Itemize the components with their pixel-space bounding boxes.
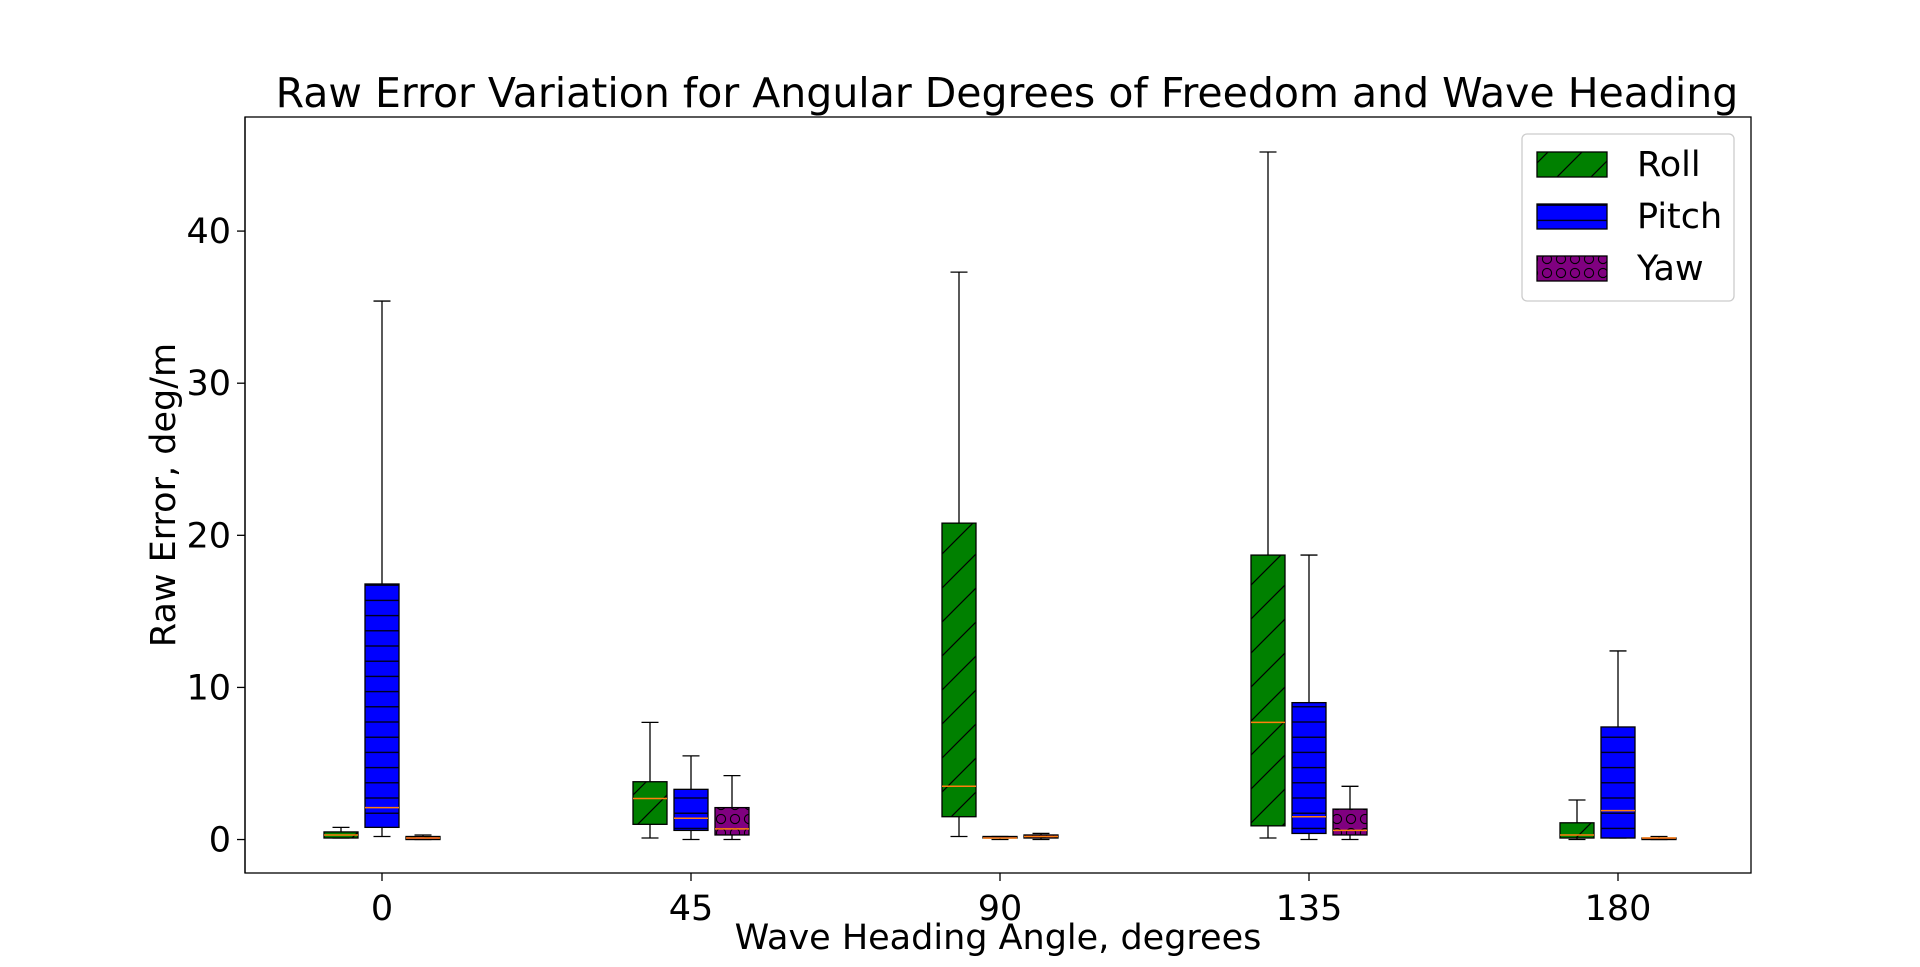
legend-swatch-outline [1536, 151, 1608, 178]
box-hatch [365, 583, 399, 828]
box-pitch-0 [364, 300, 400, 838]
box-outline [632, 781, 668, 825]
box-outline [364, 583, 400, 829]
legend-item-roll: Roll [1536, 145, 1701, 185]
series-yaw [405, 774, 1677, 841]
box-series-group [323, 151, 1677, 841]
box-roll-0 [323, 826, 359, 839]
chart-title: Raw Error Variation for Angular Degrees … [276, 69, 1739, 117]
box-roll-135 [1250, 151, 1286, 839]
box-yaw-90 [1023, 832, 1059, 841]
legend-item-pitch: Pitch [1536, 197, 1722, 237]
box-pitch-90 [982, 835, 1018, 841]
x-tick-label: 45 [669, 889, 714, 929]
legend-swatch-hatch [1537, 256, 1607, 281]
legend-label: Pitch [1637, 197, 1722, 237]
y-tick-label: 0 [209, 821, 231, 861]
box-yaw-180 [1641, 835, 1677, 841]
x-axis-label: Wave Heading Angle, degrees [735, 918, 1262, 958]
y-tick-label: 30 [186, 364, 231, 404]
x-tick-label: 180 [1585, 889, 1652, 929]
y-axis: 0 10 20 30 40 [186, 117, 246, 873]
box-roll-45 [632, 721, 668, 839]
legend-label: Roll [1637, 145, 1701, 185]
y-tick-label: 10 [186, 668, 231, 708]
box-outline [941, 522, 977, 818]
box-hatch [1642, 838, 1676, 840]
box-hatch [1601, 726, 1635, 839]
box-outline [1250, 554, 1286, 827]
series-roll [323, 151, 1595, 841]
box-hatch [633, 781, 667, 825]
box-pitch-135 [1291, 554, 1327, 841]
x-tick-label: 0 [371, 889, 393, 929]
legend-swatch-hatch [1537, 204, 1607, 229]
legend: Roll Pitch Yaw [1521, 133, 1735, 302]
box-hatch [1292, 702, 1326, 834]
box-roll-180 [1559, 799, 1595, 841]
box-hatch [983, 836, 1017, 839]
box-yaw-135 [1332, 785, 1368, 841]
box-roll-90 [941, 271, 977, 838]
box-outline [1600, 726, 1636, 839]
box-hatch [674, 789, 708, 831]
box-hatch [1251, 555, 1285, 826]
x-tick-label: 135 [1276, 889, 1343, 929]
box-outline [1559, 822, 1595, 839]
box-hatch [1560, 822, 1594, 839]
box-outline [673, 788, 709, 832]
x-axis: 0 45 90 135 180 [371, 873, 1652, 929]
legend-label: Yaw [1636, 249, 1704, 289]
x-tick-label: 90 [978, 889, 1023, 929]
y-axis-label: Raw Error, deg/m [144, 343, 184, 647]
box-yaw-0 [405, 834, 441, 841]
legend-item-yaw: Yaw [1536, 249, 1704, 289]
legend-swatch-outline [1536, 203, 1608, 230]
box-yaw-45 [714, 774, 750, 841]
box-hatch [942, 523, 976, 817]
legend-swatch-hatch [1537, 152, 1607, 177]
box-outline [1291, 701, 1327, 835]
box-pitch-45 [673, 755, 709, 841]
box-outline [714, 806, 750, 836]
series-pitch [364, 300, 1636, 841]
box-pitch-180 [1600, 650, 1636, 839]
y-tick-label: 40 [186, 212, 231, 252]
legend-swatch-outline [1536, 255, 1608, 282]
y-tick-label: 20 [186, 516, 231, 556]
box-hatch [715, 807, 749, 835]
box-outline [1332, 808, 1368, 836]
